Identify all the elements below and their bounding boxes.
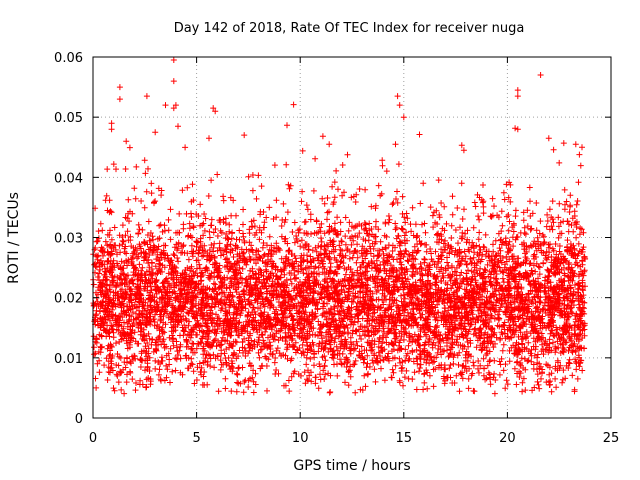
- y-tick-label: 0.03: [54, 232, 83, 247]
- y-tick-label: 0.05: [54, 111, 83, 126]
- x-tick-label: 25: [603, 431, 620, 446]
- y-tick-label: 0.01: [54, 352, 83, 367]
- x-tick-label: 5: [192, 431, 200, 446]
- roti-points: [90, 57, 589, 397]
- x-tick-label: 0: [89, 431, 97, 446]
- y-tick-label: 0: [75, 412, 83, 427]
- x-tick-label: 20: [499, 431, 516, 446]
- axis-ticks: 0 0.01 0.02 0.03 0.04 0.05 0.06 0 5 10 15 20 25: [54, 51, 619, 446]
- data-points: [90, 57, 589, 397]
- chart-title: Day 142 of 2018, Rate Of TEC Index for r…: [174, 21, 525, 36]
- y-tick-label: 0.02: [54, 292, 83, 307]
- x-tick-label: 15: [396, 431, 413, 446]
- x-tick-label: 10: [292, 431, 309, 446]
- y-tick-label: 0.06: [54, 51, 83, 66]
- y-axis-title: ROTI / TECUs: [6, 192, 22, 284]
- y-tick-label: 0.04: [54, 171, 83, 186]
- x-axis-title: GPS time / hours: [293, 458, 410, 474]
